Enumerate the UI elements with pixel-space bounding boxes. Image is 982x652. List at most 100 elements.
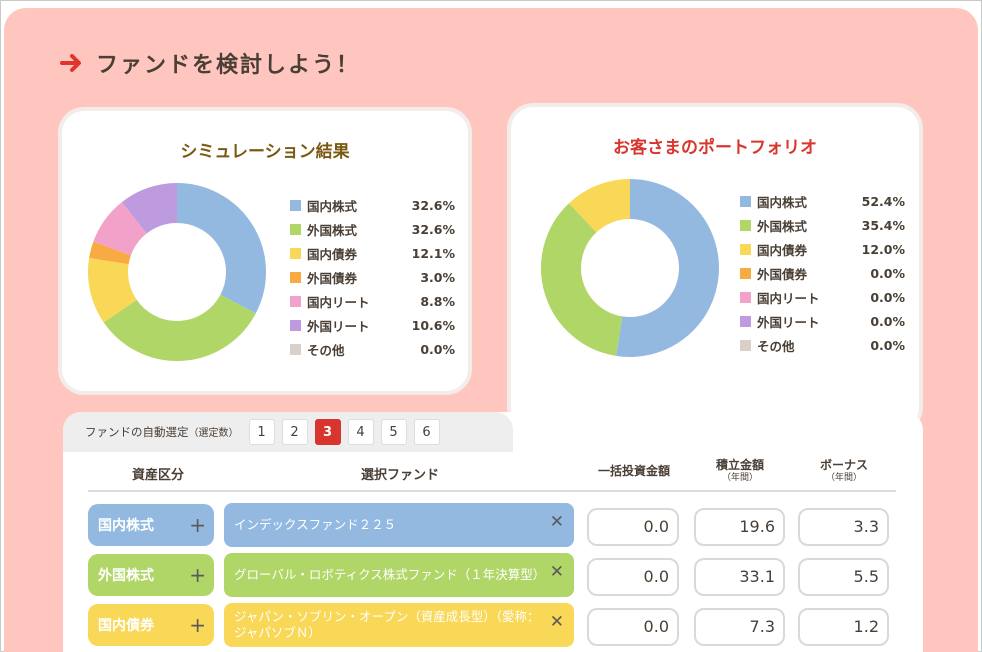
legend-value: 52.4% bbox=[861, 193, 905, 209]
legend-value: 0.0% bbox=[870, 265, 905, 281]
legend-swatch bbox=[740, 219, 751, 231]
legend-value: 3.0% bbox=[420, 269, 455, 285]
legend-swatch bbox=[740, 339, 751, 351]
portfolio-donut-chart bbox=[541, 179, 719, 357]
header-monthly: 積立金額 （年間） bbox=[694, 456, 786, 483]
legend-value: 12.1% bbox=[411, 245, 455, 261]
legend-item-other: その他 0.0% bbox=[290, 337, 455, 361]
header-bonus-sub: （年間） bbox=[825, 473, 862, 483]
legend-swatch bbox=[290, 247, 301, 259]
monthly-amount-input[interactable]: 33.1 bbox=[694, 558, 785, 596]
legend-label: その他 bbox=[307, 342, 345, 358]
monthly-amount-input[interactable]: 7.3 bbox=[694, 608, 785, 646]
select-count-button-1[interactable]: 1 bbox=[248, 419, 275, 445]
legend-value: 32.6% bbox=[411, 221, 455, 237]
remove-icon[interactable]: ✕ bbox=[549, 612, 564, 632]
plus-icon[interactable]: + bbox=[189, 513, 206, 537]
legend-label: 外国株式 bbox=[757, 218, 808, 234]
asset-class-button[interactable]: 外国株式 + bbox=[88, 554, 214, 596]
selected-fund[interactable]: ジャパン・ソブリン・オープン（資産成長型）（愛称：ジャパソブＮ） ✕ bbox=[224, 603, 574, 647]
legend-value: 0.0% bbox=[870, 313, 905, 329]
donut-slice-foreign_bond bbox=[89, 241, 132, 265]
lump-amount-input[interactable]: 0.0 bbox=[587, 508, 679, 546]
lump-amount-input[interactable]: 0.0 bbox=[587, 608, 679, 646]
legend-value: 12.0% bbox=[861, 241, 905, 257]
legend-label: 外国株式 bbox=[307, 222, 358, 238]
selected-fund[interactable]: インデックスファンド２２５ ✕ bbox=[224, 503, 574, 547]
legend-swatch bbox=[290, 223, 301, 235]
legend-item-foreign_reit: 外国リート 0.0% bbox=[740, 309, 905, 333]
legend-item-domestic_stock: 国内株式 52.4% bbox=[740, 189, 905, 213]
asset-class-label: 国内債券 bbox=[98, 618, 154, 634]
simulation-card: シミュレーション結果 国内株式 32.6% 外国株式 32.6% 国内債券 12.1% 外国… bbox=[58, 107, 472, 395]
legend-value: 35.4% bbox=[861, 217, 905, 233]
remove-icon[interactable]: ✕ bbox=[549, 562, 564, 582]
donut-slice-foreign_reit bbox=[121, 183, 178, 235]
donut-slice-domestic_stock bbox=[176, 183, 266, 314]
asset-class-button[interactable]: 国内株式 + bbox=[88, 504, 214, 546]
legend-swatch bbox=[290, 319, 301, 331]
legend-item-domestic_reit: 国内リート 0.0% bbox=[740, 285, 905, 309]
legend-item-domestic_reit: 国内リート 8.8% bbox=[290, 289, 455, 313]
simulation-title: シミュレーション結果 bbox=[180, 142, 350, 162]
monthly-amount-input[interactable]: 19.6 bbox=[694, 508, 785, 546]
legend-value: 10.6% bbox=[411, 317, 455, 333]
lump-amount-input[interactable]: 0.0 bbox=[587, 558, 679, 596]
donut-slice-domestic_reit bbox=[93, 202, 148, 257]
select-count-button-4[interactable]: 4 bbox=[347, 419, 374, 445]
header-monthly-label: 積立金額 bbox=[715, 458, 764, 472]
asset-class-button[interactable]: 国内債券 + bbox=[88, 604, 214, 646]
legend-label: 外国債券 bbox=[307, 270, 358, 286]
legend-label: 外国債券 bbox=[757, 266, 808, 282]
legend-item-domestic_bond: 国内債券 12.0% bbox=[740, 237, 905, 261]
donut-slice-foreign_stock bbox=[541, 203, 624, 356]
page-header: ファンドを検討しよう！ bbox=[60, 47, 360, 79]
bonus-amount-input[interactable]: 5.5 bbox=[798, 558, 889, 596]
select-count-button-2[interactable]: 2 bbox=[281, 419, 308, 445]
fund-name: ジャパン・ソブリン・オープン（資産成長型）（愛称：ジャパソブＮ） bbox=[234, 609, 540, 640]
legend-item-foreign_reit: 外国リート 10.6% bbox=[290, 313, 455, 337]
legend-swatch bbox=[740, 243, 751, 255]
legend-value: 0.0% bbox=[870, 337, 905, 353]
selected-fund[interactable]: グローバル・ロボティクス株式ファンド（１年決算型） ✕ bbox=[224, 553, 574, 597]
header-lump: 一括投資金額 bbox=[597, 464, 670, 478]
legend-swatch bbox=[740, 195, 751, 207]
legend-swatch bbox=[740, 267, 751, 279]
select-count-button-3[interactable]: 3 bbox=[314, 419, 341, 445]
legend-label: 国内債券 bbox=[307, 246, 358, 262]
select-count-button-6[interactable]: 6 bbox=[413, 419, 440, 445]
auto-select-sub: （選定数） bbox=[188, 428, 239, 439]
legend-item-other: その他 0.0% bbox=[740, 333, 905, 357]
select-count-button-5[interactable]: 5 bbox=[380, 419, 407, 445]
plus-icon[interactable]: + bbox=[189, 563, 206, 587]
legend-item-domestic_bond: 国内債券 12.1% bbox=[290, 241, 455, 265]
header-fund: 選択ファンド bbox=[360, 468, 439, 483]
legend-value: 32.6% bbox=[411, 197, 455, 213]
bonus-amount-input[interactable]: 1.2 bbox=[798, 608, 889, 646]
legend-item-foreign_bond: 外国債券 0.0% bbox=[740, 261, 905, 285]
legend-label: その他 bbox=[757, 338, 795, 354]
legend-swatch bbox=[740, 291, 751, 303]
legend-swatch bbox=[740, 315, 751, 327]
arrow-right-icon bbox=[60, 54, 81, 72]
plus-icon[interactable]: + bbox=[189, 613, 206, 637]
auto-select-label: ファンドの自動選定（選定数） bbox=[85, 424, 239, 440]
legend-item-foreign_stock: 外国株式 32.6% bbox=[290, 217, 455, 241]
legend-label: 国内株式 bbox=[307, 198, 358, 214]
header-bonus: ボーナス （年間） bbox=[798, 456, 890, 483]
header-bonus-label: ボーナス bbox=[819, 458, 868, 472]
remove-icon[interactable]: ✕ bbox=[549, 512, 564, 532]
header-asset: 資産区分 bbox=[131, 468, 184, 483]
portfolio-title: お客さまのポートフォリオ bbox=[613, 138, 817, 158]
legend-value: 0.0% bbox=[420, 341, 455, 357]
bonus-amount-input[interactable]: 3.3 bbox=[798, 508, 889, 546]
simulation-donut-chart bbox=[88, 183, 266, 361]
header-monthly-sub: （年間） bbox=[721, 473, 758, 483]
legend-item-domestic_stock: 国内株式 32.6% bbox=[290, 193, 455, 217]
asset-class-label: 外国株式 bbox=[98, 568, 154, 584]
portfolio-legend: 国内株式 52.4% 外国株式 35.4% 国内債券 12.0% 外国債券 0.0% 国内リート… bbox=[740, 189, 905, 357]
fund-name: グローバル・ロボティクス株式ファンド（１年決算型） bbox=[234, 567, 546, 582]
asset-class-label: 国内株式 bbox=[98, 518, 154, 534]
